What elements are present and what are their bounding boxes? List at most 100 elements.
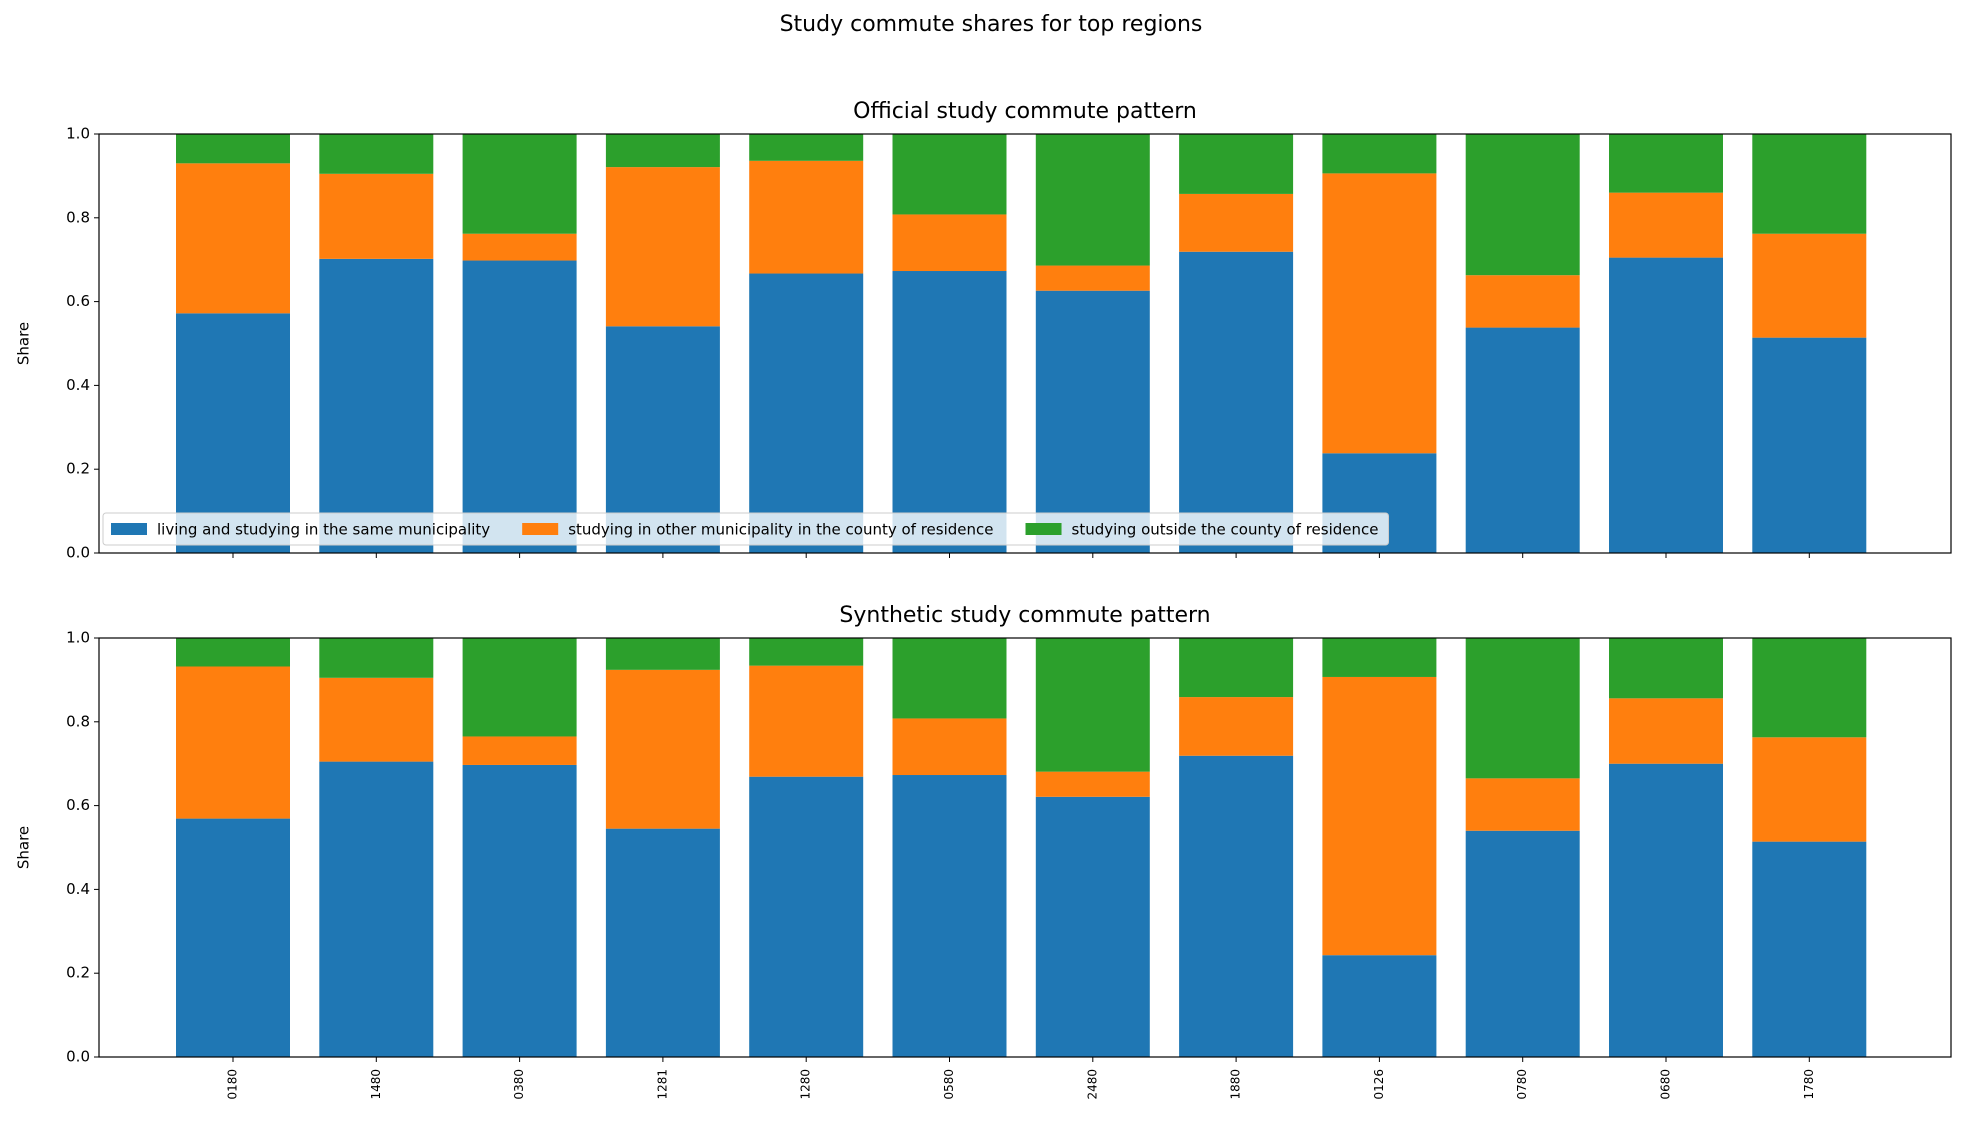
y-tick-label: 0.6 (66, 292, 90, 310)
bar-segment (749, 638, 864, 666)
x-tick-label: 2480 (1085, 1069, 1099, 1100)
bar-segment (605, 638, 720, 670)
x-tick-label: 0126 (1372, 1069, 1386, 1100)
bar-segment (749, 134, 864, 161)
bar-segment (1752, 638, 1867, 738)
bar-segment (892, 214, 1007, 272)
y-tick-label: 0.2 (66, 460, 90, 478)
bar-segment (319, 677, 434, 762)
bar-segment (1752, 737, 1867, 842)
bar-segment (1179, 134, 1294, 194)
bar-segment (1322, 134, 1437, 174)
bar-segment (1752, 134, 1867, 234)
bar-segment (1322, 638, 1437, 677)
bar-segment (605, 669, 720, 829)
bar-segment (1179, 193, 1294, 252)
x-tick-label: 1880 (1229, 1069, 1243, 1100)
bar-segment (1035, 638, 1150, 772)
bar-segment (605, 828, 720, 1057)
bar-segment (462, 233, 577, 261)
subplot-title: Official study commute pattern (853, 99, 1197, 124)
axes-frame (98, 133, 1952, 554)
y-tick-label: 0.6 (66, 796, 90, 814)
bar-segment (319, 638, 434, 678)
bar-segment (319, 173, 434, 259)
x-tick-label: 0680 (1659, 1069, 1673, 1100)
bar-segment (1465, 275, 1580, 328)
bar-segment (1179, 638, 1294, 698)
bar-segment (462, 638, 577, 737)
legend-box (102, 512, 1390, 546)
bar-segment (1322, 676, 1437, 956)
bar-segment (462, 260, 577, 553)
y-axis-label: Share (15, 322, 33, 365)
bar-segment (892, 271, 1007, 553)
legend: living and studying in the same municipa… (102, 512, 1390, 546)
y-tick-label: 0.0 (66, 544, 90, 562)
bar-segment (319, 134, 434, 174)
bar-segment (1465, 778, 1580, 831)
bar-segment (1322, 173, 1437, 454)
bar-segment (1035, 290, 1150, 553)
bar-segment (1752, 233, 1867, 338)
x-tick-label: 0580 (942, 1069, 956, 1100)
bar-segment (1609, 763, 1723, 1057)
bar-segment (462, 134, 577, 234)
x-tick-label: 0780 (1515, 1069, 1529, 1100)
legend-label: studying in other municipality in the co… (568, 521, 993, 539)
bar-segment (1465, 327, 1580, 553)
bar-segment (1322, 955, 1437, 1057)
bar-segment (892, 134, 1007, 215)
bar-segment (1609, 698, 1723, 764)
bar-segment (1465, 830, 1580, 1057)
bar-segment (176, 666, 290, 819)
bar-segment (749, 273, 864, 553)
bar-segment (749, 160, 864, 274)
bar-segment (605, 134, 720, 168)
bar-segment (1035, 796, 1150, 1057)
legend-swatch (522, 523, 559, 535)
x-tick-label: 1780 (1802, 1069, 1816, 1100)
bar-segment (319, 761, 434, 1057)
y-tick-label: 0.8 (66, 208, 90, 226)
bar-segment (176, 134, 290, 164)
bar-segment (892, 775, 1007, 1057)
y-tick-label: 1.0 (66, 629, 90, 647)
bar-segment (176, 818, 290, 1057)
y-axis-label: Share (15, 826, 33, 869)
legend-label: living and studying in the same municipa… (157, 521, 490, 539)
bar-segment (1465, 134, 1580, 276)
x-tick-label: 0380 (512, 1069, 526, 1100)
bar-segment (1752, 337, 1867, 553)
x-tick-label: 1280 (799, 1069, 813, 1100)
axes-frame (98, 637, 1952, 1058)
x-tick-label: 1480 (369, 1069, 383, 1100)
bar-segment (749, 665, 864, 777)
bar-segment (176, 638, 290, 667)
bar-segment (1035, 771, 1150, 797)
bar-segment (1752, 841, 1867, 1057)
legend-swatch (111, 523, 147, 535)
bar-segment (176, 163, 290, 314)
bar-segment (1609, 257, 1723, 553)
bar-segment (1035, 134, 1150, 266)
bar-segment (892, 638, 1007, 719)
bar-segment (1609, 134, 1723, 193)
y-tick-label: 1.0 (66, 125, 90, 143)
subplot-title: Synthetic study commute pattern (839, 603, 1210, 628)
bar-segment (605, 167, 720, 327)
bar-segment (462, 736, 577, 765)
bar-segment (1179, 755, 1294, 1057)
y-tick-label: 0.2 (66, 964, 90, 982)
y-tick-label: 0.0 (66, 1048, 90, 1066)
bar-segment (462, 764, 577, 1057)
legend-swatch (1025, 523, 1062, 535)
y-tick-label: 0.4 (66, 880, 90, 898)
bar-segment (1609, 192, 1723, 258)
x-tick-label: 0180 (226, 1069, 240, 1100)
bar-segment (1465, 638, 1580, 779)
x-tick-label: 1281 (655, 1069, 669, 1100)
y-tick-label: 0.8 (66, 712, 90, 730)
bar-segment (319, 258, 434, 553)
